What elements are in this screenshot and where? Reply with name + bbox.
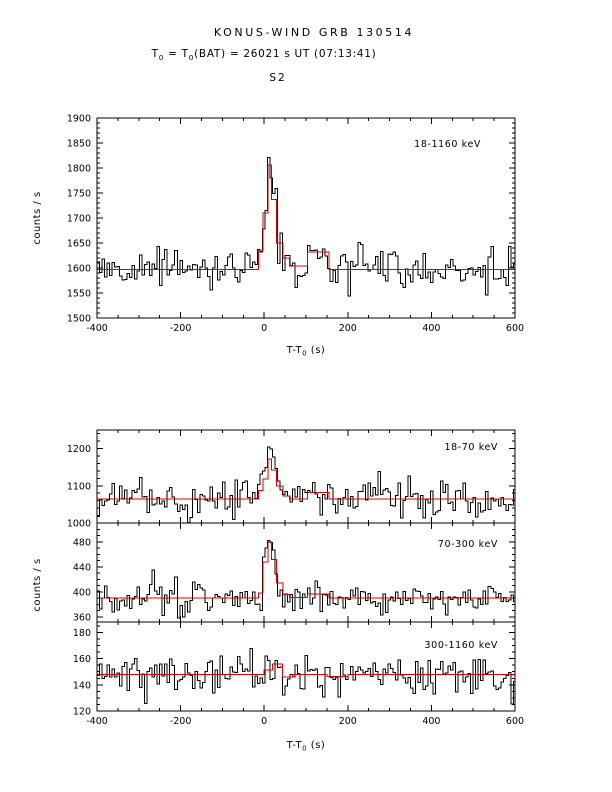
panel-70-300keV: 360 400 440 480 70-300 keV counts / s — [32, 522, 516, 624]
y-tick-label: 1000 — [67, 519, 91, 530]
x-tick-label: -200 — [170, 716, 192, 727]
y-axis-title: counts / s — [32, 558, 43, 611]
histogram-data — [97, 446, 515, 523]
y-tick-label: 140 — [73, 680, 91, 691]
y-tick-label: 1800 — [67, 164, 91, 175]
y-axis-title: counts / s — [32, 191, 43, 244]
x-tick-label: -200 — [170, 323, 192, 334]
x-axis-title: T-T0 (s) — [286, 345, 326, 358]
x-tick-label: 0 — [261, 323, 267, 334]
figure-subtitle: T0 = T0(BAT) = 26021 s UT (07:13:41) — [151, 48, 377, 63]
x-tick-label: 200 — [339, 323, 357, 334]
x-tick-label: -400 — [86, 323, 108, 334]
x-tick-label: -400 — [86, 716, 108, 727]
model-fit — [97, 164, 515, 270]
model-fit — [97, 541, 515, 599]
model-fit — [97, 458, 515, 500]
y-tick-label: 360 — [73, 613, 91, 624]
panel-18-1160keV: 1500 1550 1600 1650 1700 1750 1800 1850 1900 -400… — [32, 114, 524, 358]
energy-band-label: 18-70 keV — [444, 442, 498, 453]
y-tick-label: 1200 — [67, 444, 91, 455]
histogram-data — [97, 156, 515, 297]
y-tick-label: 440 — [73, 562, 91, 573]
figure-title: KONUS-WIND GRB 130514 — [213, 26, 415, 39]
y-tick-label: 1550 — [67, 289, 91, 300]
x-tick-label: 600 — [506, 323, 524, 334]
y-tick-label: 1900 — [67, 114, 91, 125]
energy-band-label: 70-300 keV — [438, 539, 498, 550]
histogram-data — [97, 540, 515, 619]
y-tick-label: 1750 — [67, 189, 91, 200]
y-tick-label: 1100 — [67, 481, 91, 492]
y-tick-label: 1600 — [67, 264, 91, 275]
y-tick-label: 160 — [73, 654, 91, 665]
y-tick-label: 400 — [73, 587, 91, 598]
y-tick-label: 1700 — [67, 214, 91, 225]
panel-18-70keV: 1000 1100 1200 18-70 keV — [67, 429, 516, 530]
y-tick-label: 120 — [73, 707, 91, 718]
panel-300-1160keV: 120 140 160 180 -400 -200 0 200 400 600 T-T0 (s) 30… — [73, 621, 524, 753]
model-fit — [97, 663, 515, 678]
x-axis-title: T-T0 (s) — [286, 740, 326, 753]
energy-band-label: 18-1160 keV — [414, 139, 481, 150]
figure-header: KONUS-WIND GRB 130514 T0 = T0(BAT) = 260… — [0, 0, 612, 84]
histogram-data — [97, 648, 515, 705]
y-tick-label: 1500 — [67, 314, 91, 325]
x-tick-label: 200 — [339, 716, 357, 727]
panel-frame — [96, 522, 516, 623]
x-tick-label: 600 — [506, 716, 524, 727]
y-tick-label: 1850 — [67, 139, 91, 150]
y-tick-label: 480 — [73, 537, 91, 548]
detector-label: S2 — [269, 72, 287, 85]
ticks — [96, 522, 516, 622]
y-tick-label: 1650 — [67, 239, 91, 250]
x-tick-label: 400 — [422, 716, 440, 727]
energy-band-label: 300-1160 keV — [425, 640, 498, 651]
x-tick-label: 0 — [261, 716, 267, 727]
y-tick-label: 180 — [73, 628, 91, 639]
ticks — [96, 622, 516, 712]
ticks — [96, 117, 516, 319]
x-tick-label: 400 — [422, 323, 440, 334]
